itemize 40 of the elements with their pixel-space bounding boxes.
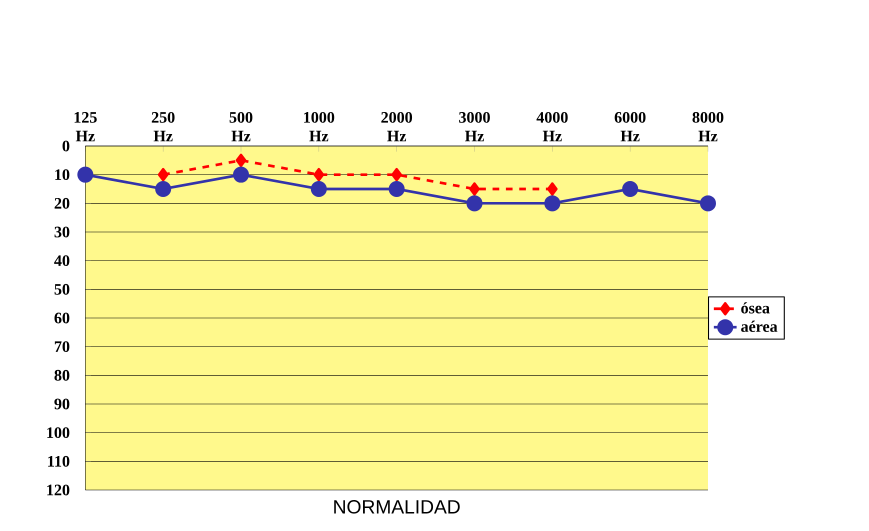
- y-tick-label: 50: [54, 284, 70, 295]
- x-tick-label: 3000 Hz: [459, 112, 490, 142]
- y-tick-label: 10: [55, 169, 70, 180]
- y-tick-label: 80: [54, 370, 70, 381]
- point: [313, 168, 324, 182]
- x-tick-label: 2000 Hz: [381, 112, 412, 142]
- point: [466, 195, 482, 212]
- y-tick-label: 20: [54, 198, 70, 209]
- y-tick-label: 70: [54, 341, 70, 352]
- point: [469, 182, 480, 196]
- point: [546, 182, 558, 196]
- point: [158, 168, 169, 182]
- point: [544, 195, 560, 212]
- x-tick-label: 125 Hz: [74, 112, 97, 142]
- y-tick-label: 90: [54, 398, 70, 410]
- x-tick-label: 250 Hz: [152, 112, 175, 142]
- x-tick-label: 8000 Hz: [692, 112, 724, 142]
- x-axis-title: NORMALIDAD: [334, 500, 460, 514]
- point: [77, 166, 94, 183]
- point: [233, 166, 249, 183]
- legend-label: aérea: [741, 320, 778, 332]
- point: [388, 180, 405, 197]
- x-tick-label: 500 Hz: [230, 112, 252, 142]
- y-tick-label: 0: [62, 140, 70, 152]
- x-tick-label: 6000 Hz: [614, 112, 646, 142]
- point: [236, 154, 246, 167]
- point: [391, 168, 402, 182]
- legend-label: ósea: [741, 302, 770, 314]
- point: [622, 180, 638, 197]
- y-tick-label: 100: [47, 427, 70, 438]
- point: [700, 195, 716, 212]
- x-tick-label: 1000 Hz: [304, 112, 334, 142]
- y-tick-label: 110: [48, 456, 70, 467]
- y-tick-label: 60: [54, 312, 70, 324]
- y-tick-label: 120: [47, 484, 70, 496]
- x-tick-label: 4000 Hz: [536, 112, 568, 142]
- y-tick-label: 30: [54, 226, 70, 238]
- y-tick-label: 40: [54, 255, 70, 266]
- point: [310, 180, 327, 197]
- point: [155, 180, 172, 197]
